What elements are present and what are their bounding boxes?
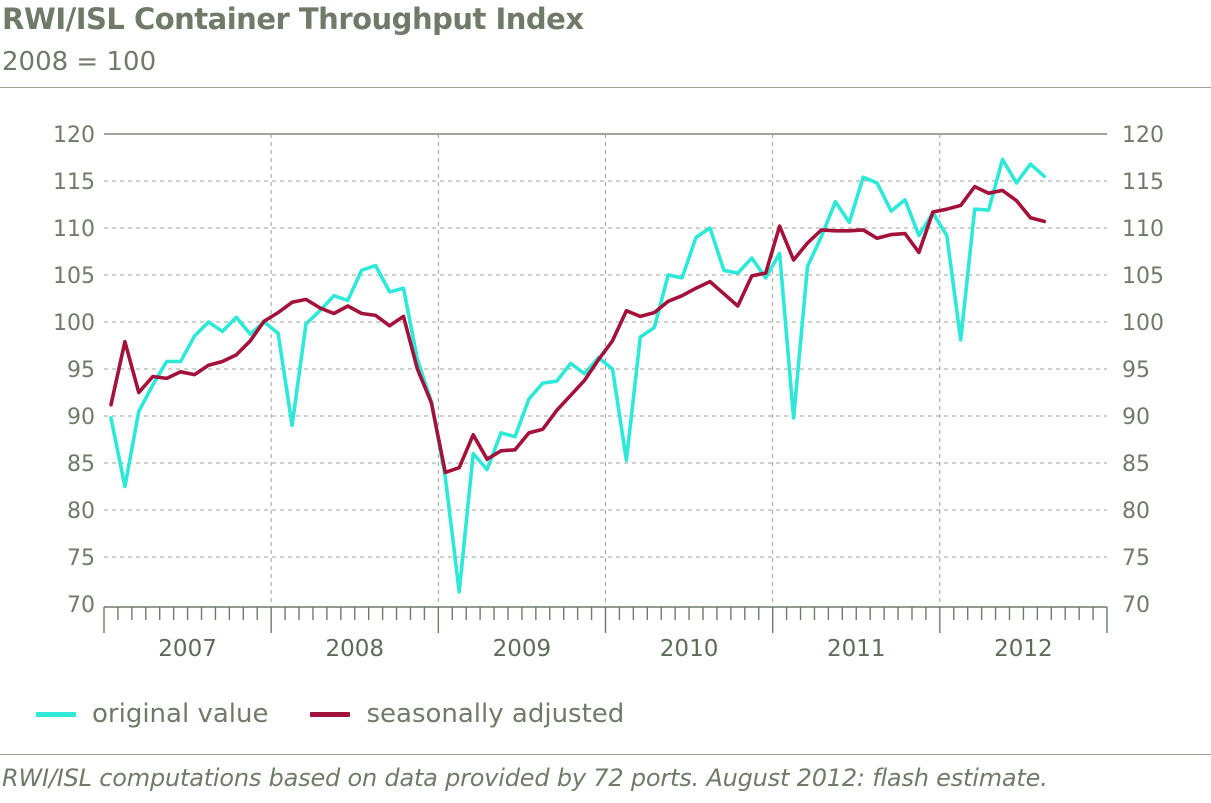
legend-swatch-original: [36, 711, 76, 717]
y-tick-label-right: 80: [1122, 499, 1150, 524]
y-tick-label-left: 95: [67, 358, 95, 383]
y-tick-label-right: 85: [1122, 452, 1150, 477]
legend-item-original: original value: [36, 699, 268, 729]
y-tick-label-right: 105: [1122, 264, 1164, 289]
y-tick-label-left: 115: [53, 170, 95, 195]
y-tick-label-left: 105: [53, 264, 95, 289]
series-line-seasonally-adjusted: [109, 184, 1047, 475]
x-tick-label: 2010: [660, 636, 719, 662]
header-divider: [0, 87, 1211, 88]
series-line-original-value: [109, 157, 1047, 594]
y-tick-label-right: 115: [1122, 170, 1164, 195]
source-note: RWI/ISL computations based on data provi…: [2, 764, 1048, 792]
y-axis-left: 70 75 80 85 90 95 100 105 110 115 120: [53, 123, 95, 618]
line-chart: 2007 2008 2009 2010 2011 2012 70 75 80 85 90 95 100…: [53, 123, 1164, 662]
y-tick-label-right: 75: [1122, 546, 1150, 571]
legend-swatch-seasonally-adjusted: [310, 711, 351, 717]
y-tick-label-left: 100: [53, 311, 95, 336]
x-tick-label: 2009: [493, 636, 552, 662]
y-tick-label-right: 90: [1122, 405, 1150, 430]
x-tick-label: 2011: [827, 636, 886, 662]
y-tick-label-left: 110: [53, 217, 95, 242]
y-tick-label-right: 100: [1122, 311, 1164, 336]
x-axis: 2007 2008 2009 2010 2011 2012: [103, 606, 1108, 662]
series-lines: [109, 157, 1047, 594]
grid-lines: [104, 133, 1107, 604]
y-tick-label-left: 80: [67, 499, 95, 524]
y-tick-label-left: 75: [67, 546, 95, 571]
y-tick-label-left: 90: [67, 405, 95, 430]
y-tick-label-right: 120: [1122, 123, 1164, 148]
legend: original value seasonally adjusted: [36, 696, 666, 732]
x-tick-label: 2012: [994, 636, 1053, 662]
y-tick-label-right: 110: [1122, 217, 1164, 242]
x-tick-label: 2008: [325, 636, 384, 662]
x-tick-label: 2007: [158, 636, 217, 662]
y-tick-label-right: 95: [1122, 358, 1150, 383]
chart-title: RWI/ISL Container Throughput Index: [2, 2, 584, 36]
y-axis-right: 70 75 80 85 90 95 100 105 110 115 120: [1122, 123, 1164, 618]
legend-label-seasonally-adjusted: seasonally adjusted: [366, 699, 625, 729]
y-tick-label-left: 120: [53, 123, 95, 148]
chart-subtitle: 2008 = 100: [2, 47, 157, 77]
legend-item-seasonally-adjusted: seasonally adjusted: [310, 699, 624, 729]
footer-divider: [0, 754, 1211, 755]
y-tick-label-left: 85: [67, 452, 95, 477]
y-tick-label-left: 70: [67, 593, 95, 618]
y-tick-label-right: 70: [1122, 593, 1150, 618]
legend-label-original: original value: [92, 699, 269, 729]
